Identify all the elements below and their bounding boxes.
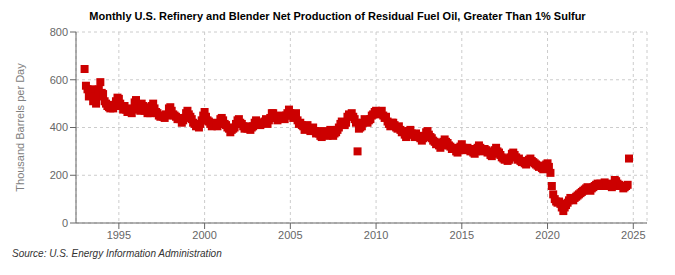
svg-text:2025: 2025	[621, 229, 645, 241]
html-text:Monthly U.S. Refinery and Blen: Monthly U.S. Refinery and Blender Net Pr…	[89, 10, 586, 22]
svg-text:2000: 2000	[192, 229, 216, 241]
svg-text:2020: 2020	[535, 229, 559, 241]
html-text:Source: U.S. Energy Informatio: Source: U.S. Energy Information Administ…	[12, 248, 222, 259]
svg-text:0: 0	[62, 217, 68, 229]
svg-text:200: 200	[50, 169, 68, 181]
svg-text:2010: 2010	[364, 229, 388, 241]
svg-text:400: 400	[50, 121, 68, 133]
svg-text:2015: 2015	[450, 229, 474, 241]
svg-text:800: 800	[50, 26, 68, 38]
svg-text:2005: 2005	[278, 229, 302, 241]
svg-text:1995: 1995	[107, 229, 131, 241]
svg-text:600: 600	[50, 74, 68, 86]
svg-text:Thousand Barrels per Day: Thousand Barrels per Day	[14, 63, 26, 192]
